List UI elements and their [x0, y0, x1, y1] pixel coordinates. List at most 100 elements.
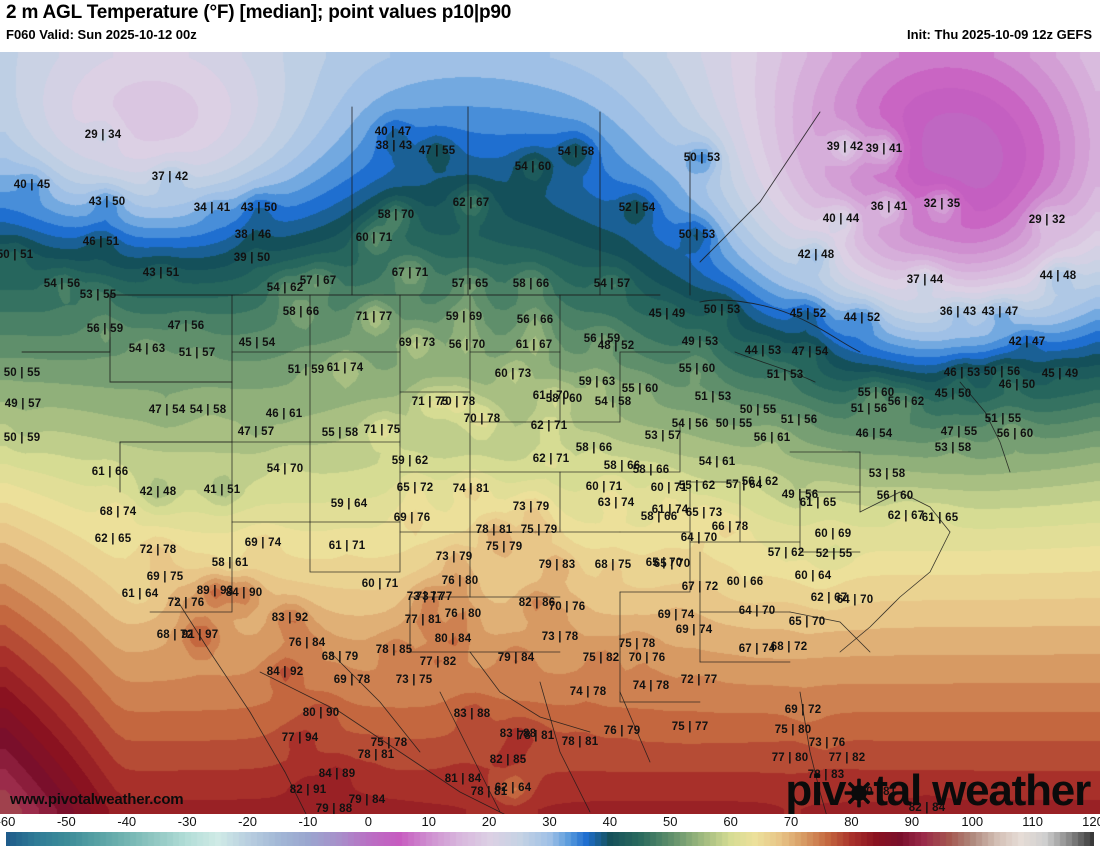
- point-value-label: 82 | 91: [289, 784, 327, 796]
- point-value-label: 44 | 53: [744, 345, 782, 357]
- point-value-label: 58 | 66: [282, 306, 320, 318]
- border-path: [699, 111, 821, 263]
- point-value-label: 54 | 70: [266, 463, 304, 475]
- colorbar-tick: 50: [663, 814, 678, 829]
- border-path: [789, 611, 871, 653]
- point-value-label: 47 | 56: [167, 320, 205, 332]
- point-value-label: 84 | 89: [318, 768, 356, 780]
- point-value-label: 56 | 66: [516, 314, 554, 326]
- point-value-label: 73 | 76: [808, 737, 846, 749]
- point-value-label: 50 | 53: [703, 304, 741, 316]
- point-value-label: 78 | 81: [475, 524, 513, 536]
- border-path: [619, 531, 691, 593]
- point-value-label: 47 | 54: [791, 346, 829, 358]
- point-value-label: 68 | 72: [770, 641, 808, 653]
- border-path: [699, 299, 861, 353]
- point-value-label: 62 | 65: [94, 533, 132, 545]
- point-value-label: 54 | 57: [593, 278, 631, 290]
- point-value-label: 73 | 77: [415, 591, 453, 603]
- map-header: 2 m AGL Temperature (°F) [median]; point…: [0, 0, 1100, 52]
- point-value-label: 75 | 77: [671, 721, 709, 733]
- colorbar-tick: 0: [364, 814, 372, 829]
- border-path: [469, 651, 591, 733]
- border-path: [619, 651, 701, 703]
- point-value-label: 51 | 53: [766, 369, 804, 381]
- point-value-label: 48 | 52: [597, 340, 635, 352]
- colorbar-legend[interactable]: -60 -50 -40 -30 -20 -10 0 10 20 30 40 50 60 70 80 90 100…: [0, 814, 1100, 850]
- border-path: [799, 691, 827, 814]
- point-value-label: 79 | 84: [497, 652, 535, 664]
- point-value-label: 76 | 80: [441, 575, 479, 587]
- point-value-label: 40 | 44: [822, 213, 860, 225]
- point-value-label: 60 | 71: [585, 481, 623, 493]
- point-value-label: 39 | 41: [865, 143, 903, 155]
- point-value-label: 65 | 73: [685, 507, 723, 519]
- point-value-label: 62 | 71: [530, 420, 568, 432]
- colorbar-tick: 40: [602, 814, 618, 829]
- point-value-label: 80 | 81: [859, 786, 897, 798]
- point-value-label: 89 | 93: [196, 585, 234, 597]
- colorbar-tick: 30: [542, 814, 557, 829]
- point-value-label: 60 | 64: [794, 570, 832, 582]
- point-value-label: 68 | 74: [99, 506, 137, 518]
- point-value-label: 51 | 56: [780, 414, 818, 426]
- colorbar-tick: 20: [481, 814, 497, 829]
- point-value-label: 65 | 72: [396, 482, 434, 494]
- point-value-label: 59 | 69: [445, 311, 483, 323]
- point-value-label: 83 | 88: [499, 728, 537, 740]
- point-value-label: 75 | 79: [520, 524, 558, 536]
- point-value-label: 78 | 85: [375, 644, 413, 656]
- point-value-label: 42 | 48: [139, 486, 177, 498]
- valid-time-label: F060 Valid: Sun 2025-10-12 00z: [6, 27, 197, 42]
- point-value-label: 39 | 42: [826, 141, 864, 153]
- colorbar-tick: -20: [238, 814, 257, 829]
- point-value-label: 61 | 74: [651, 504, 689, 516]
- point-value-label: 74 | 78: [569, 686, 607, 698]
- point-value-label: 76 | 84: [288, 637, 326, 649]
- point-value-label: 79 | 84: [348, 794, 386, 806]
- gear-asterisk-icon: [844, 769, 874, 808]
- point-value-label: 44 | 48: [1039, 270, 1077, 282]
- point-value-label: 43 | 50: [88, 196, 126, 208]
- point-value-label: 58 | 66: [512, 278, 550, 290]
- point-value-label: 82 | 86: [518, 597, 556, 609]
- border-path: [734, 351, 816, 383]
- point-value-label: 77 | 81: [404, 614, 442, 626]
- point-value-label: 52 | 55: [815, 548, 853, 560]
- point-value-label: 83 | 88: [453, 708, 491, 720]
- point-value-label: 40 | 45: [13, 179, 51, 191]
- point-value-label: 67 | 74: [738, 643, 776, 655]
- colorbar-tick: -50: [56, 814, 76, 829]
- point-value-label: 47 | 57: [237, 426, 275, 438]
- point-value-label: 53 | 58: [934, 442, 972, 454]
- point-value-label: 83 | 92: [271, 612, 309, 624]
- point-value-label: 58 | 70: [377, 209, 415, 221]
- point-value-label: 40 | 47: [374, 126, 412, 138]
- point-value-label: 60 | 73: [494, 368, 532, 380]
- point-value-label: 55 | 60: [678, 363, 716, 375]
- map-viewport[interactable]: 29 | 34 40 | 45 43 | 50 37 | 42 34 | 41 43 | …: [0, 52, 1100, 814]
- point-value-label: 43 | 51: [142, 267, 180, 279]
- point-value-label: 78 | 81: [561, 736, 599, 748]
- colorbar-gradient[interactable]: [6, 832, 1094, 846]
- point-value-label: 38 | 43: [375, 140, 413, 152]
- colorbar-tick: 80: [844, 814, 859, 829]
- point-value-label: 49 | 57: [4, 398, 42, 410]
- point-value-label: 55 | 60: [621, 383, 659, 395]
- point-value-label: 69 | 74: [657, 609, 695, 621]
- point-value-label: 75 | 79: [485, 541, 523, 553]
- point-value-label: 73 | 79: [512, 501, 550, 513]
- point-value-label: 54 | 56: [671, 418, 709, 430]
- colorbar-tick: 110: [1022, 814, 1043, 829]
- point-value-label: 69 | 78: [333, 674, 371, 686]
- colorbar-tick-labels: -60 -50 -40 -30 -20 -10 0 10 20 30 40 50 60 70 80 90 100…: [0, 814, 1100, 832]
- point-value-label: 46 | 61: [265, 408, 303, 420]
- point-value-label: 55 | 58: [321, 427, 359, 439]
- border-path: [619, 691, 651, 763]
- point-value-label: 64 | 70: [738, 605, 776, 617]
- point-value-label: 45 | 50: [934, 388, 972, 400]
- point-value-label: 65 | 70: [645, 557, 683, 569]
- point-value-label: 56 | 70: [448, 339, 486, 351]
- point-value-label: 54 | 58: [594, 396, 632, 408]
